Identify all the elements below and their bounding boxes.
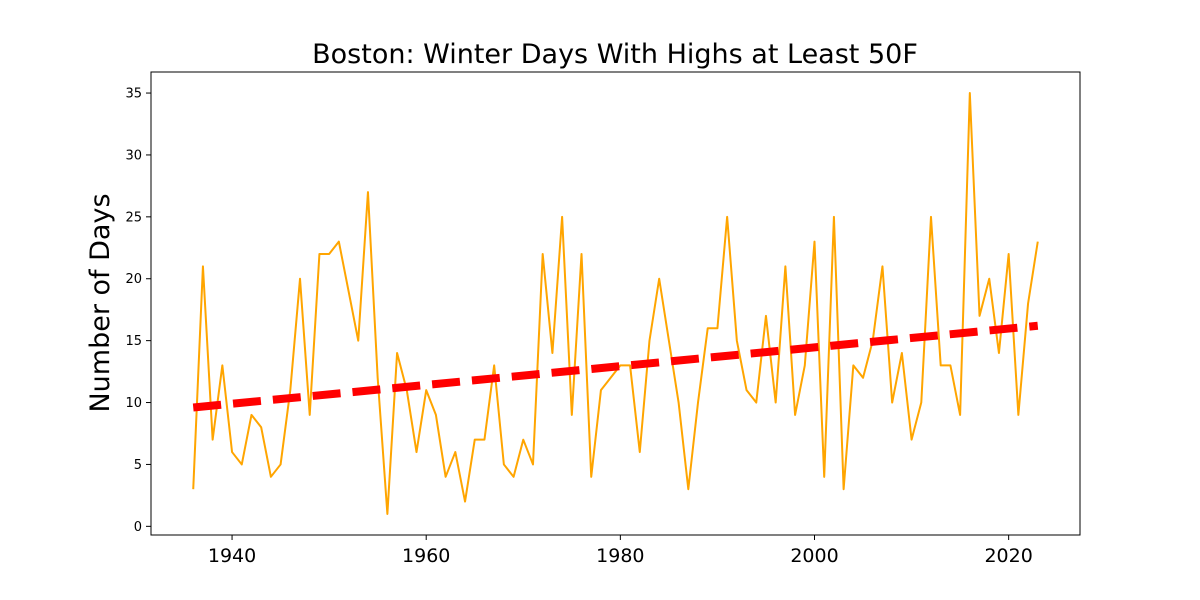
- plot-frame: [150, 71, 1081, 536]
- x-tick-label: 2020: [984, 545, 1032, 567]
- y-tick-label: 10: [125, 396, 142, 411]
- x-tick-label: 1940: [208, 545, 256, 567]
- y-axis-label: Number of Days: [85, 193, 116, 412]
- y-tick-label: 5: [134, 458, 142, 473]
- x-tick-label: 1980: [596, 545, 644, 567]
- axis-ticks: 0 5 10 15 20 25 30 35 1940 1960 1980 2000 2020: [125, 87, 1032, 567]
- y-tick-label: 0: [134, 520, 142, 535]
- y-tick-label: 30: [125, 148, 142, 163]
- x-tick-label: 2000: [790, 545, 838, 567]
- y-tick-label: 15: [125, 334, 142, 349]
- y-tick-label: 25: [125, 210, 142, 225]
- y-tick-label: 35: [125, 87, 142, 102]
- x-tick-label: 1960: [402, 545, 450, 567]
- y-tick-label: 20: [125, 272, 142, 287]
- trend-line: [192, 321, 1039, 412]
- plot-area: [192, 92, 1039, 515]
- series-line-days: [192, 92, 1039, 515]
- chart-title: Boston: Winter Days With Highs at Least …: [312, 39, 918, 70]
